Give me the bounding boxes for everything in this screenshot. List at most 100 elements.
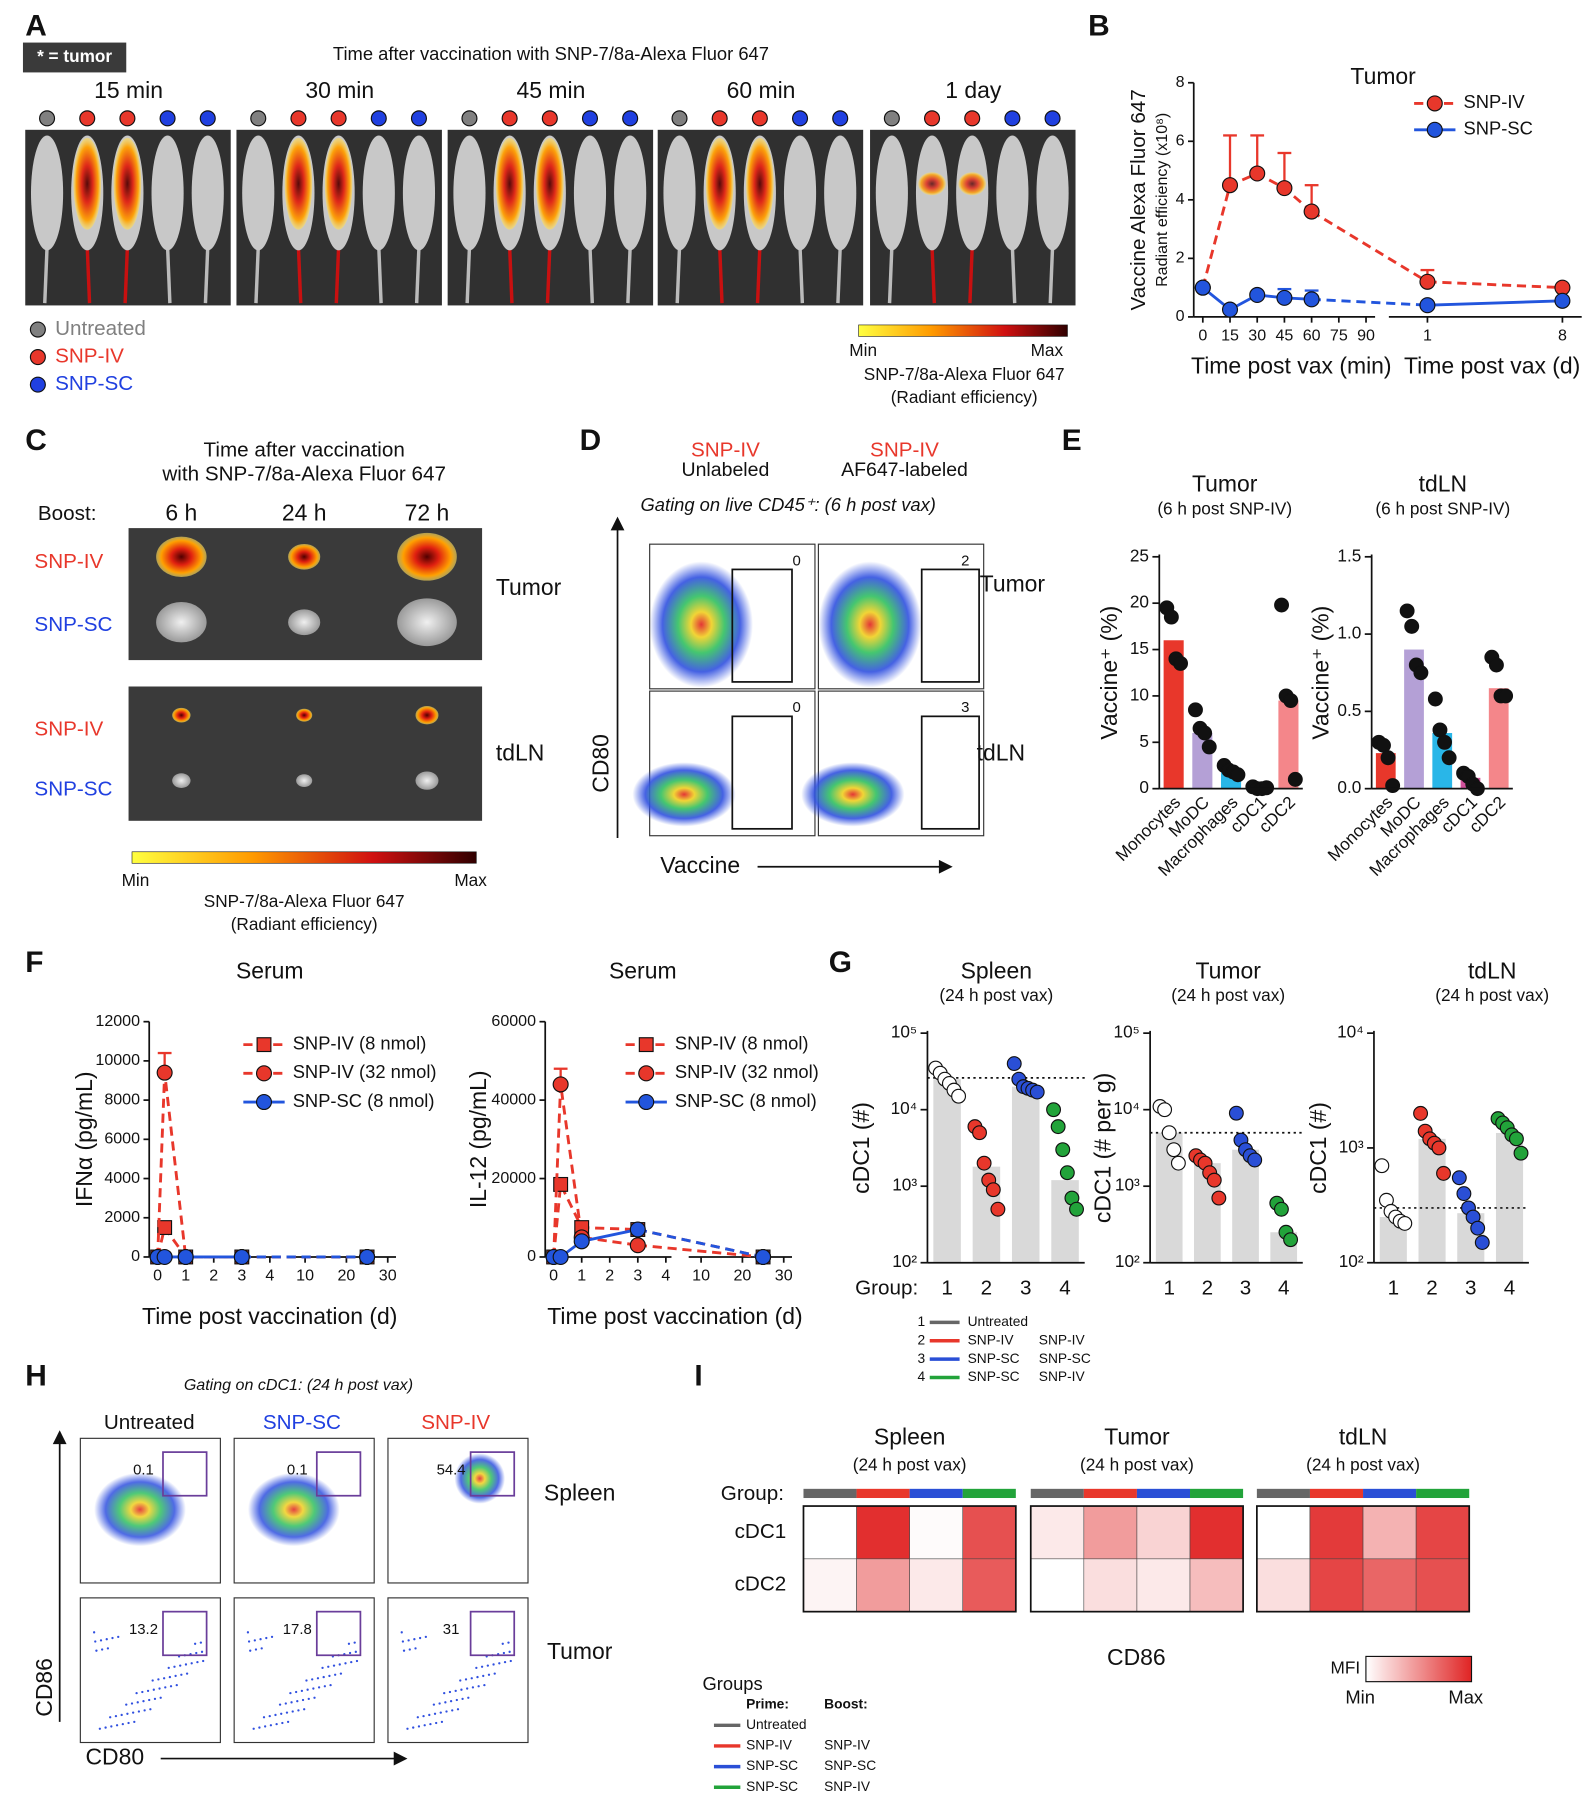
flow-event: [414, 1647, 417, 1650]
marker: [1249, 165, 1266, 182]
signal: [324, 137, 353, 230]
flow-event: [185, 1672, 189, 1675]
group-bar: [1030, 1488, 1084, 1499]
signal: [746, 137, 774, 230]
gate: [315, 1610, 362, 1657]
flow-event: [169, 1685, 173, 1688]
data-point: [1385, 778, 1401, 794]
flow-event: [509, 1659, 512, 1663]
mouse-tail: [123, 246, 130, 304]
group-dot: [79, 110, 96, 127]
data-point: [1161, 1125, 1177, 1141]
label: with SNP-7/8a-Alexa Fluor 647: [161, 463, 446, 486]
flow-event: [133, 1720, 136, 1723]
label: SNP-IV: [746, 1738, 793, 1753]
x-tick-label: 2: [1202, 1277, 1214, 1300]
marker: [1249, 286, 1266, 303]
x-tick-label: 4: [265, 1267, 274, 1285]
label: Vaccine: [660, 852, 740, 878]
label: Prime:: [746, 1696, 789, 1711]
label: Min: [849, 340, 877, 360]
flow-event: [143, 1709, 146, 1712]
marker: [157, 1220, 173, 1236]
flow-event: [303, 1708, 306, 1711]
flow-event: [307, 1697, 310, 1701]
label: SNP-7/8a-Alexa Fluor 647: [204, 891, 405, 911]
label: Untreated: [968, 1314, 1028, 1329]
data-point: [1211, 1190, 1227, 1206]
flow-event: [440, 1720, 444, 1723]
flow-event: [448, 1690, 452, 1694]
x-tick-label: 10: [692, 1267, 710, 1285]
flow-event: [151, 1679, 154, 1682]
mouse-tail: [836, 246, 842, 304]
y-tick-label: 4000: [104, 1169, 140, 1187]
mouse-tail: [930, 246, 937, 304]
marker: [755, 1248, 772, 1266]
flow-event: [247, 1640, 251, 1643]
flow-event: [268, 1714, 271, 1718]
x-tick-label: 0: [153, 1267, 162, 1285]
data-point: [1498, 688, 1514, 704]
label: 1: [917, 1314, 925, 1329]
mouse-tail: [1010, 246, 1017, 304]
label: Max: [454, 870, 487, 890]
flow-event: [265, 1636, 268, 1640]
flow-event: [290, 1701, 293, 1704]
mouse-tail: [545, 246, 552, 304]
bar: [1011, 1086, 1040, 1263]
flow-event: [306, 1688, 309, 1691]
marker: [1419, 297, 1436, 314]
x-tick-label: 2: [209, 1267, 218, 1285]
label: 31: [443, 1621, 460, 1638]
gate: [162, 1610, 208, 1657]
heat-cell: [1083, 1558, 1138, 1612]
data-point: [1166, 1142, 1182, 1158]
group-dot: [199, 110, 216, 127]
data-point: [1397, 1215, 1413, 1231]
flow-event: [347, 1642, 351, 1645]
x-tick-label: 90: [1357, 327, 1375, 345]
group-bar: [1136, 1488, 1191, 1499]
legend-label: SNP-SC (8 nmol): [293, 1090, 435, 1111]
flow-event: [328, 1674, 331, 1678]
flow-event: [258, 1726, 261, 1729]
flow-event: [121, 1722, 124, 1726]
group-dot: [751, 110, 768, 127]
group-dot: [410, 110, 427, 127]
flow-event: [99, 1639, 103, 1642]
flow-event: [195, 1651, 198, 1655]
organ-signal: [415, 706, 439, 725]
block-subtitle: (24 h post vax): [1080, 1454, 1194, 1474]
flow-event: [311, 1678, 314, 1681]
flow-density: [247, 1472, 340, 1547]
series-line: [1427, 299, 1563, 307]
data-point: [976, 1155, 992, 1171]
x-tick-label: 2: [1426, 1277, 1437, 1300]
mouse-tail: [507, 246, 514, 304]
y-label: cDC1 (# per g): [1089, 1073, 1115, 1223]
flow-event: [402, 1649, 406, 1652]
heat-cell: [1415, 1505, 1470, 1560]
legend-min: Min: [1345, 1687, 1375, 1708]
flow-event: [167, 1666, 170, 1670]
organ: [415, 771, 439, 790]
group-bar: [909, 1488, 963, 1499]
label: SNP-IV: [691, 439, 760, 462]
group-bar: [1363, 1488, 1417, 1499]
flow-event: [422, 1714, 425, 1718]
mouse-tail: [254, 246, 260, 304]
flow-event: [253, 1639, 256, 1642]
block-title: Tumor: [1104, 1423, 1170, 1449]
label: 30 min: [305, 77, 374, 103]
data-point: [1055, 1142, 1071, 1158]
data-point: [1413, 665, 1429, 681]
flow-event: [477, 1685, 480, 1688]
organ-signal: [172, 707, 191, 723]
label: tdLN: [496, 739, 544, 765]
data-point: [1513, 1145, 1529, 1161]
series-line: [156, 1072, 242, 1259]
flow-event: [482, 1674, 485, 1678]
x-tick-label: 1: [577, 1267, 586, 1285]
data-point: [1432, 722, 1448, 738]
